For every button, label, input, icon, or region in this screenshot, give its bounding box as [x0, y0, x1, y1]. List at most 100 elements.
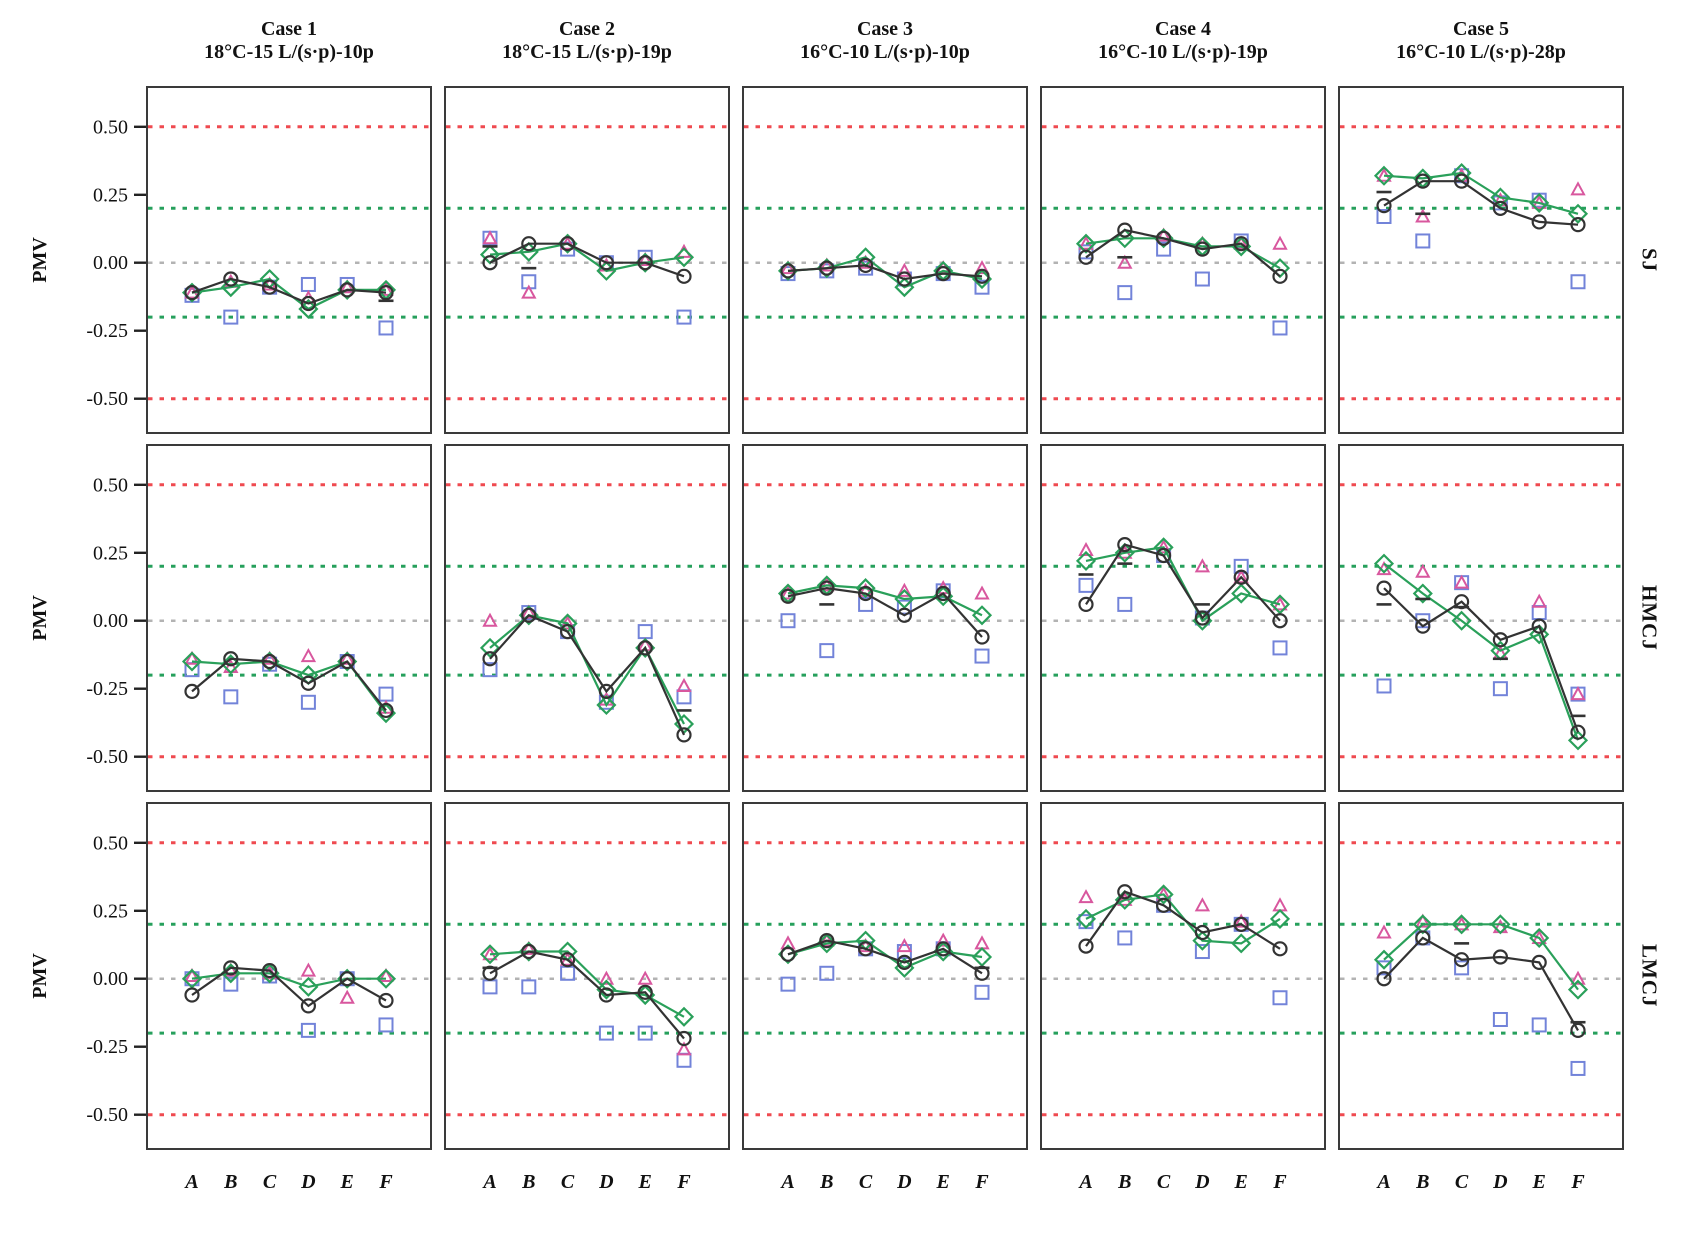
- marker-green_diamond: [1490, 187, 1511, 208]
- marker-black_circle: [1117, 222, 1133, 238]
- x-tick-label: F: [1272, 1171, 1287, 1193]
- marker-black_circle: [1453, 952, 1470, 968]
- panel-plot-SJ-Case1: [146, 86, 432, 434]
- marker-black_circle: [559, 623, 576, 640]
- marker-blue_square: [1454, 960, 1470, 976]
- marker-pink_triangle: [521, 284, 537, 299]
- series-line-black_circle: [1383, 936, 1579, 1031]
- marker-black_circle: [1272, 613, 1288, 629]
- marker-pink_triangle: [1415, 563, 1431, 578]
- marker-black_circle: [261, 279, 278, 295]
- marker-green_diamond: [894, 588, 915, 610]
- x-axis-right-spacer: [1624, 1160, 1674, 1206]
- marker-black_circle: [1155, 230, 1172, 246]
- panel-plot-SJ-Case4: [1040, 86, 1326, 434]
- marker-black_circle: [896, 607, 912, 623]
- marker-green_diamond: [1451, 914, 1472, 935]
- case-4-conditions: 16°C-10 L/(s·p)-19p: [1098, 41, 1268, 63]
- marker-blue_square: [1272, 640, 1288, 656]
- marker-black_circle: [896, 954, 912, 971]
- marker-blue_square: [598, 1025, 614, 1041]
- case-3-conditions: 16°C-10 L/(s·p)-10p: [800, 41, 970, 63]
- marker-pink_triangle: [1570, 686, 1586, 701]
- marker-blue_square: [819, 965, 835, 981]
- marker-pink_triangle: [896, 582, 913, 597]
- marker-black_circle: [598, 255, 614, 271]
- marker-green_diamond: [1153, 884, 1174, 905]
- panel-plot-LMCJ-Case1: [146, 802, 432, 1150]
- panel-HMCJ-case-3: [742, 444, 1028, 792]
- row-label-text: SJ: [1637, 247, 1662, 273]
- marker-black_circle: [819, 933, 835, 949]
- marker-pink_triangle: [1194, 558, 1211, 573]
- x-tick-label: B: [521, 1171, 535, 1193]
- marker-blue_square: [1570, 1060, 1586, 1076]
- x-tick-label: E: [1234, 1171, 1248, 1193]
- panel-HMCJ-case-1: [146, 444, 432, 792]
- marker-green_diamond: [1373, 553, 1395, 574]
- marker-green_diamond: [1529, 624, 1550, 645]
- marker-black_circle: [300, 675, 316, 691]
- marker-pink_triangle: [339, 989, 355, 1004]
- marker-pink_triangle: [974, 585, 990, 600]
- x-axis-case-1: A B C D E F: [146, 1160, 432, 1206]
- marker-black_circle: [935, 265, 951, 282]
- marker-pink_triangle: [184, 967, 200, 982]
- marker-black_circle: [1570, 217, 1586, 233]
- marker-black_circle: [223, 651, 239, 667]
- case-5-conditions: 16°C-10 L/(s·p)-28p: [1396, 41, 1566, 63]
- x-axis-case-2: A B C D E F: [444, 1160, 730, 1206]
- marker-black_circle: [1415, 618, 1431, 634]
- y-tick-label: 0.50: [93, 116, 128, 138]
- marker-green_diamond: [894, 277, 915, 298]
- panel-rows: 0.50 0.25 0.00 -0.25 -0.50 PMV SJ 0.50 0.25 0.00 -…: [24, 86, 1698, 1150]
- panel-plot-LMCJ-Case5: [1338, 802, 1624, 1150]
- marker-blue_square: [378, 1017, 394, 1033]
- x-tick-label: F: [378, 1171, 393, 1193]
- marker-black_circle: [1376, 971, 1392, 987]
- panel-HMCJ-case-4: [1040, 444, 1326, 792]
- marker-black_circle: [1194, 924, 1210, 941]
- marker-black_circle: [1194, 610, 1210, 626]
- marker-green_diamond: [971, 946, 993, 968]
- panel-LMCJ-case-3: [742, 802, 1028, 1150]
- marker-pink_triangle: [1453, 574, 1470, 589]
- y-tick-label: 0.50: [93, 474, 128, 496]
- marker-pink_triangle: [521, 940, 537, 955]
- marker-pink_triangle: [1078, 541, 1094, 557]
- pmv-small-multiples-figure: Case 1 18°C-15 L/(s·p)-10p Case 2 18°C-1…: [24, 18, 1698, 1206]
- marker-green_diamond: [181, 651, 203, 672]
- marker-pink_triangle: [1233, 569, 1249, 584]
- panel-SJ-case-2: [444, 86, 730, 434]
- case-1-conditions: 18°C-15 L/(s·p)-10p: [204, 41, 374, 63]
- marker-black_circle: [1492, 632, 1508, 648]
- x-tick-label: B: [1117, 1171, 1131, 1193]
- marker-blue_square: [223, 309, 239, 325]
- marker-pink_triangle: [1155, 227, 1172, 242]
- x-tick-label: A: [779, 1171, 794, 1193]
- marker-pink_triangle: [378, 967, 394, 982]
- panel-SJ-case-4: [1040, 86, 1326, 434]
- marker-blue_square: [300, 694, 316, 710]
- x-axis-case-4: A B C D E F: [1040, 1160, 1326, 1206]
- marker-green_diamond: [1269, 908, 1291, 929]
- marker-blue_square: [1531, 1017, 1547, 1033]
- marker-black_circle: [1233, 916, 1249, 932]
- series-line-black_circle: [191, 657, 387, 712]
- marker-black_circle: [339, 282, 355, 298]
- panel-plot-HMCJ-Case2: [444, 444, 730, 792]
- x-axis-left-spacer: [24, 1160, 146, 1206]
- marker-green_diamond: [1373, 165, 1395, 186]
- marker-black_circle: [857, 257, 874, 274]
- marker-black_circle: [676, 1030, 692, 1047]
- series-line-black_circle: [1383, 587, 1580, 733]
- x-axis-labels: A B C D E F: [779, 1171, 989, 1193]
- marker-black_circle: [184, 285, 200, 301]
- series-line-black_circle: [1085, 890, 1281, 950]
- marker-black_circle: [223, 960, 239, 976]
- marker-black_circle: [1117, 536, 1133, 553]
- marker-pink_triangle: [637, 970, 653, 985]
- marker-pink_triangle: [1531, 593, 1547, 608]
- marker-black_circle: [974, 629, 990, 645]
- y-axis-title: PMV: [29, 953, 51, 999]
